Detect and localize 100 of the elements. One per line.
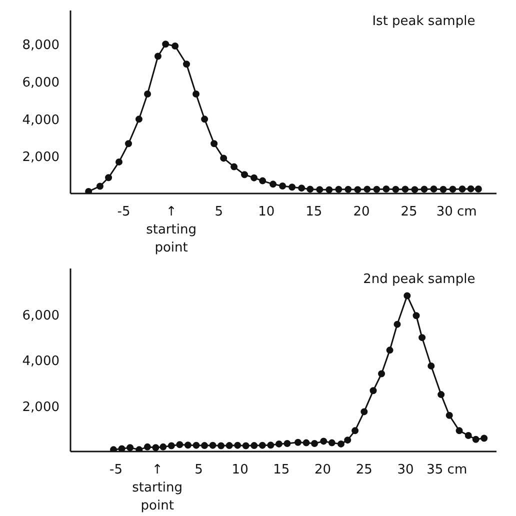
x-tick-label: 5: [214, 204, 223, 220]
point: [464, 432, 472, 439]
point: [311, 440, 318, 447]
point: [306, 186, 314, 193]
x-tick-label: 15: [273, 462, 290, 478]
point: [420, 186, 428, 193]
point: [234, 442, 242, 449]
x-tick-label: 10: [258, 204, 275, 220]
x-tick-label: 10: [232, 462, 248, 478]
point: [411, 186, 418, 194]
point: [218, 442, 225, 450]
y-tick-label: 4,000: [22, 112, 60, 128]
point: [373, 186, 380, 193]
point: [412, 312, 420, 320]
point: [352, 427, 359, 434]
point: [328, 439, 336, 446]
point: [279, 182, 286, 190]
point: [115, 158, 122, 166]
point: [110, 446, 118, 452]
point: [259, 177, 266, 184]
point: [209, 442, 216, 449]
point: [335, 186, 342, 193]
y-tick-label: 4,000: [22, 354, 60, 369]
x-tick-label: ↑ starting point: [146, 204, 196, 256]
point: [320, 438, 328, 445]
point: [404, 292, 411, 300]
point: [370, 387, 377, 394]
y-tick-label: 2,000: [22, 400, 60, 415]
point: [354, 186, 362, 194]
point: [184, 442, 192, 449]
point: [270, 180, 277, 188]
point: [438, 391, 445, 398]
point: [326, 186, 333, 194]
point: [392, 186, 400, 193]
y-tick-label: 2,000: [22, 150, 60, 166]
point: [105, 174, 112, 182]
x-tick-label: 25: [400, 204, 418, 220]
point: [176, 441, 184, 448]
x-tick-label: 35 cm: [426, 462, 468, 478]
point: [316, 186, 324, 194]
point: [136, 446, 143, 452]
point: [126, 444, 134, 452]
point: [364, 186, 371, 193]
point: [298, 184, 306, 192]
point: [275, 440, 282, 448]
x-tick-label: 15: [306, 204, 322, 220]
point: [192, 442, 200, 449]
point: [162, 40, 170, 48]
point: [118, 445, 126, 452]
point: [480, 434, 488, 442]
point: [474, 186, 482, 193]
x-tick-label: 30: [397, 462, 414, 478]
point: [154, 52, 162, 60]
x-tick-label: 20: [353, 204, 370, 220]
point: [449, 186, 456, 193]
x-tick-label: 5: [194, 462, 203, 478]
point: [430, 186, 438, 193]
point: [378, 370, 386, 378]
point: [250, 442, 258, 450]
y-tick-label: 6,000: [22, 75, 60, 90]
x-tick-label: 20: [314, 462, 332, 478]
x-tick-label: 25: [356, 462, 372, 478]
point: [152, 444, 160, 452]
point: [428, 362, 435, 370]
point: [210, 140, 218, 148]
point: [344, 436, 352, 444]
point: [250, 174, 258, 182]
point: [230, 163, 238, 170]
point: [294, 438, 302, 446]
chart-title: Ist peak sample: [372, 14, 476, 29]
point: [458, 186, 466, 193]
point: [360, 408, 368, 416]
x-tick-label: -5: [117, 204, 130, 220]
point: [201, 442, 208, 450]
point: [160, 443, 167, 450]
point: [284, 440, 291, 447]
point: [258, 442, 266, 449]
point: [242, 442, 250, 450]
point: [135, 116, 142, 123]
point: [467, 185, 474, 192]
point: [402, 186, 409, 193]
point: [96, 182, 104, 190]
point: [446, 412, 453, 419]
chart-title: 2nd peak sample: [363, 272, 476, 287]
point: [267, 442, 274, 449]
point: [472, 436, 480, 443]
y-tick-label: 8,000: [22, 38, 60, 54]
y-tick-label: 6,000: [22, 308, 60, 324]
point: [172, 42, 179, 50]
point: [394, 320, 401, 328]
point: [85, 188, 92, 194]
point: [344, 186, 352, 193]
point: [183, 60, 190, 68]
point: [456, 427, 463, 434]
point: [337, 440, 344, 448]
x-tick-label: -5: [110, 462, 122, 478]
point: [226, 442, 233, 450]
point: [168, 442, 175, 450]
point: [418, 334, 426, 342]
point: [241, 171, 248, 178]
